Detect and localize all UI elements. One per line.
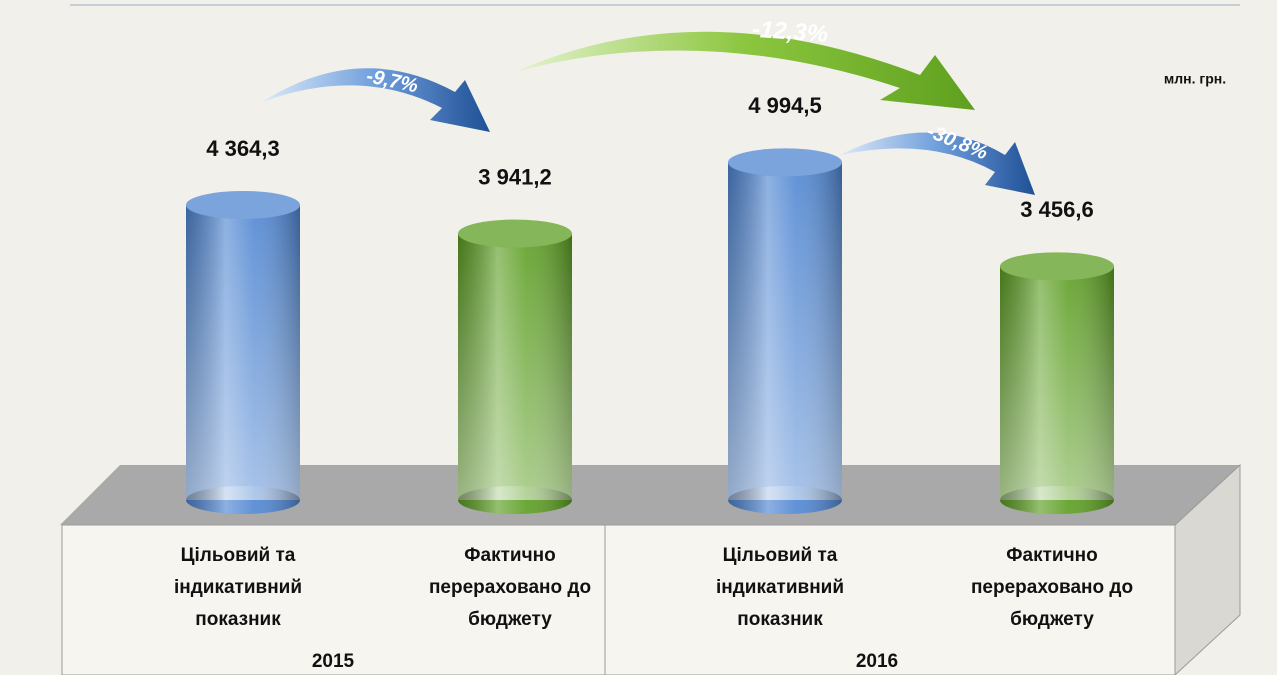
cylinder-top [186, 190, 300, 219]
arrow [515, 31, 975, 110]
cylinder-top-shine [1000, 252, 1114, 281]
cylinder-top [728, 148, 842, 177]
category-label: Цільовий та [181, 545, 296, 566]
cylinder-bottom-shade [1000, 486, 1114, 514]
cylinder-bottom-shade [728, 486, 842, 514]
category-label: перераховано до [429, 577, 591, 598]
category-label: Цільовий та [723, 545, 838, 566]
bars [186, 148, 1114, 514]
cylinder-fade [186, 204, 300, 500]
category-label: Фактично [1006, 545, 1097, 566]
category-label: Фактично [464, 545, 555, 566]
cylinder-top-shine [728, 148, 842, 177]
arrow [262, 68, 490, 132]
category-label: показник [195, 609, 281, 630]
unit-label: млн. грн. [1164, 71, 1226, 87]
floor [60, 465, 1240, 525]
cylinder-top [1000, 252, 1114, 281]
value-label: 3 456,6 [1020, 197, 1093, 222]
cylinder-bottom-shade [186, 486, 300, 514]
table-front [61, 524, 1176, 675]
group-label: 2015 [312, 651, 355, 672]
category-label: перераховано до [971, 577, 1133, 598]
category-label: бюджету [1010, 609, 1094, 630]
cylinder-bottom-shade [458, 486, 572, 514]
cylinder-fade [1000, 266, 1114, 500]
cylinder-fade [458, 233, 572, 500]
group-label: 2016 [856, 651, 898, 672]
value-label: 3 941,2 [478, 164, 551, 189]
annotation: -12,3% [751, 16, 829, 48]
table-side [1174, 463, 1241, 675]
value-label: 4 364,3 [206, 136, 279, 161]
category-label: індикативний [174, 577, 302, 598]
cylinder-top-shine [186, 190, 300, 219]
category-label: індикативний [716, 577, 844, 598]
cylinder-top-shine [458, 219, 572, 248]
category-label: показник [737, 609, 823, 630]
cylinder-top [458, 219, 572, 248]
cylinder [458, 219, 572, 514]
cylinder-fade [728, 162, 842, 500]
cylinder [186, 190, 300, 514]
cylinder [1000, 252, 1114, 514]
arrow [840, 132, 1035, 195]
cylinder [728, 148, 842, 514]
category-label: бюджету [468, 609, 552, 630]
value-label: 4 994,5 [748, 93, 821, 118]
